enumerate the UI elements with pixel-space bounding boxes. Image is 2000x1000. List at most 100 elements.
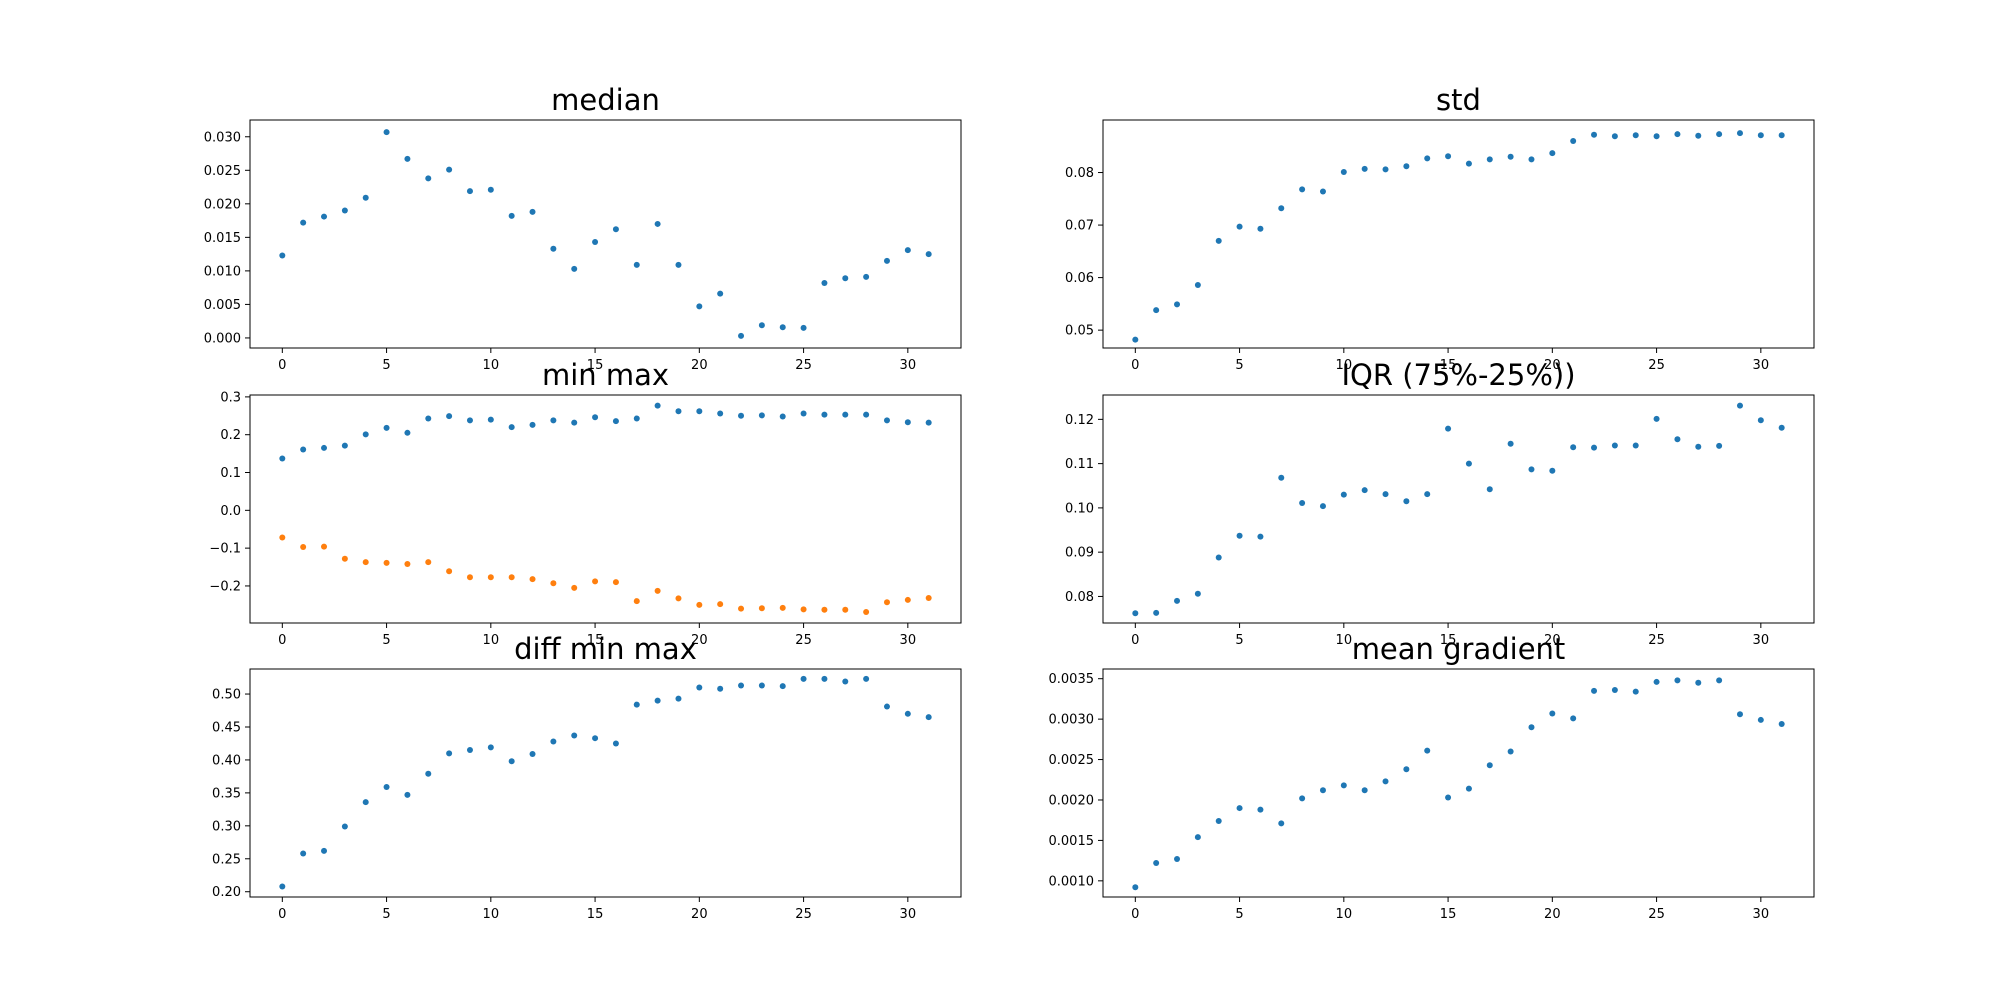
x-tick-label: 20 [691, 633, 708, 648]
x-tick-label: 10 [1336, 358, 1353, 373]
data-point [404, 155, 411, 162]
data-point [446, 750, 453, 757]
data-point [571, 584, 578, 591]
data-point [1174, 597, 1181, 604]
data-point [925, 251, 932, 258]
y-tick-label: 0.0035 [1049, 672, 1095, 687]
data-point [1424, 747, 1431, 754]
data-point [279, 883, 286, 890]
axes-frame [1102, 119, 1815, 349]
data-point [383, 559, 390, 566]
data-point [529, 421, 536, 428]
data-point [612, 740, 619, 747]
data-point [362, 431, 369, 438]
data-point [425, 415, 432, 422]
series-0 [1132, 130, 1785, 343]
series-0 [1132, 677, 1785, 891]
y-tick-label: 0.08 [1065, 166, 1094, 181]
x-tick-label: 20 [1544, 358, 1561, 373]
data-point [1236, 223, 1243, 230]
y-tick-label: 0.0015 [1049, 834, 1095, 849]
data-point [821, 675, 828, 682]
data-point [1549, 710, 1556, 717]
data-point [341, 207, 348, 214]
data-point [738, 332, 745, 339]
data-point [821, 411, 828, 418]
data-point [1716, 677, 1723, 684]
data-point [1278, 820, 1285, 827]
data-point [717, 290, 724, 297]
series-0 [279, 402, 932, 462]
data-point [1653, 415, 1660, 422]
data-point [758, 322, 765, 329]
data-point [612, 226, 619, 233]
data-point [1570, 715, 1577, 722]
data-point [925, 714, 932, 721]
data-point [675, 695, 682, 702]
y-tick-label: 0.0 [220, 504, 241, 519]
y-tick-label: 0.1 [220, 466, 241, 481]
data-point [466, 417, 473, 424]
data-point [779, 413, 786, 420]
data-point [1215, 818, 1222, 824]
data-point [1507, 440, 1514, 447]
x-tick-label: 0 [1131, 907, 1139, 922]
y-tick-label: 0.09 [1065, 546, 1094, 561]
data-point [487, 186, 494, 193]
y-tick-label: 0.50 [212, 688, 241, 703]
data-point [425, 770, 432, 777]
y-tick-label: 0.07 [1065, 219, 1094, 234]
x-tick-label: 20 [1544, 633, 1561, 648]
data-point [1507, 748, 1514, 755]
data-point [842, 678, 849, 685]
data-point [425, 175, 432, 182]
data-point [592, 578, 599, 585]
data-point [654, 697, 661, 704]
x-tick-label: 25 [795, 633, 812, 648]
y-tick-label: 0.12 [1065, 413, 1094, 428]
x-tick-label: 5 [1235, 907, 1243, 922]
series-0 [1132, 402, 1785, 617]
data-point [1570, 444, 1577, 451]
data-point [279, 252, 286, 259]
data-point [1716, 442, 1723, 449]
data-point [571, 419, 578, 426]
chart-title: mean gradient [1352, 632, 1566, 666]
data-point [1695, 679, 1702, 686]
data-point [1653, 133, 1660, 140]
data-point [1257, 806, 1264, 813]
x-tick-label: 0 [1131, 633, 1139, 648]
x-tick-label: 15 [587, 633, 604, 648]
x-tick-label: 20 [1544, 907, 1561, 922]
data-point [466, 574, 473, 581]
data-point [863, 675, 870, 682]
data-point [633, 415, 640, 422]
x-tick-label: 15 [1440, 907, 1457, 922]
data-point [821, 279, 828, 286]
data-point [550, 580, 557, 587]
data-point [1445, 153, 1452, 160]
y-tick-label: 0.0030 [1049, 713, 1095, 728]
data-point [1153, 307, 1160, 314]
data-point [883, 257, 890, 264]
data-point [300, 219, 307, 226]
data-point [1424, 491, 1431, 498]
x-tick-label: 25 [795, 358, 812, 373]
data-point [758, 605, 765, 612]
data-point [800, 675, 807, 682]
data-point [1194, 590, 1201, 597]
y-tick-label: 0.005 [204, 298, 241, 313]
data-point [800, 410, 807, 417]
x-tick-label: 10 [1336, 633, 1353, 648]
data-point [1153, 860, 1160, 867]
y-tick-label: 0.010 [204, 264, 241, 279]
data-point [633, 701, 640, 708]
data-point [425, 559, 432, 566]
data-point [1528, 466, 1535, 473]
y-tick-label: 0.11 [1065, 457, 1094, 472]
data-point [1361, 787, 1368, 794]
data-point [1236, 805, 1243, 812]
x-tick-label: 0 [278, 907, 286, 922]
data-point [758, 682, 765, 689]
